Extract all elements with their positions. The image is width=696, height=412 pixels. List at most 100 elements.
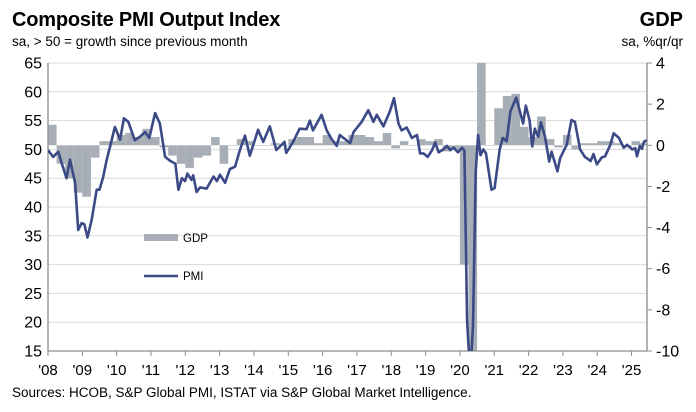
- gdp-bar: [365, 137, 375, 146]
- left-tick-label: 55: [24, 113, 42, 130]
- gdp-bars: [48, 63, 647, 351]
- gdp-bar: [108, 141, 117, 146]
- gdp-bar: [399, 141, 409, 146]
- left-tick-label: 65: [24, 56, 42, 73]
- pmi-line: [48, 96, 647, 351]
- gdp-bar: [185, 145, 194, 168]
- gdp-bar: [253, 145, 263, 146]
- x-tick-label: '19: [416, 362, 436, 379]
- gdp-bar: [133, 137, 143, 146]
- left-tick-label: 60: [24, 84, 42, 101]
- left-tick-label: 35: [24, 228, 42, 245]
- gdp-bar: [545, 139, 555, 146]
- right-tick-label: -8: [656, 302, 670, 319]
- left-axis-subtitle: sa, > 50 = growth since previous month: [12, 34, 248, 49]
- legend-gdp-label: GDP: [183, 233, 208, 245]
- right-tick-label: 4: [656, 56, 665, 73]
- legend: GDP PMI: [144, 233, 208, 283]
- x-tick-label: '24: [587, 362, 607, 379]
- gdp-bar: [597, 141, 606, 146]
- x-tick-label: '21: [484, 362, 504, 379]
- x-tick-label: '09: [73, 362, 93, 379]
- x-tick-label: '12: [176, 362, 196, 379]
- gdp-bar: [322, 135, 332, 146]
- right-axis-title: GDP: [639, 9, 683, 31]
- gdp-bar: [211, 137, 220, 146]
- gdp-bar: [502, 95, 512, 146]
- gdp-bar: [228, 145, 237, 146]
- left-tick-label: 15: [24, 344, 42, 361]
- gdp-bar: [56, 145, 66, 164]
- gdp-bar: [442, 145, 452, 152]
- gdp-bar: [296, 137, 306, 146]
- x-tick-label: '10: [107, 362, 127, 379]
- gdp-bar: [125, 132, 134, 146]
- gdp-bar: [408, 145, 418, 146]
- gdp-bar: [588, 143, 598, 146]
- gdp-bar: [631, 141, 641, 146]
- x-tick-label: '22: [519, 362, 539, 379]
- right-tick-label: -2: [656, 179, 670, 196]
- gdp-bar: [494, 108, 503, 146]
- x-tick-label: '23: [553, 362, 573, 379]
- left-tick-label: 25: [24, 286, 42, 303]
- right-tick-label: 2: [656, 97, 665, 114]
- source-note: Sources: HCOB, S&P Global PMI, ISTAT via…: [12, 385, 472, 400]
- x-tick-label: '11: [142, 362, 160, 379]
- gdp-bar: [425, 141, 435, 146]
- left-tick-label: 50: [24, 142, 42, 159]
- gdp-bar: [468, 145, 478, 351]
- gdp-bar: [434, 139, 443, 146]
- gdp-bar: [356, 135, 366, 146]
- gdp-bar: [417, 139, 426, 146]
- gdp-bar: [176, 145, 186, 164]
- gdp-bar: [219, 145, 229, 164]
- gdp-bar: [580, 143, 589, 146]
- gdp-bar: [202, 145, 212, 156]
- gdp-bar: [142, 128, 151, 146]
- gdp-bar: [382, 132, 392, 146]
- right-tick-label: -4: [656, 220, 670, 237]
- gdp-bar: [348, 135, 357, 146]
- gdp-bar: [477, 63, 486, 146]
- gdp-bar: [82, 145, 91, 197]
- gdp-bar: [73, 145, 83, 193]
- gdp-bar: [511, 93, 520, 146]
- legend-gdp-swatch: [144, 234, 178, 241]
- gdp-bar: [571, 145, 581, 150]
- x-tick-label: '13: [210, 362, 230, 379]
- gdp-bar: [339, 141, 349, 146]
- x-tick-label: '15: [279, 362, 299, 379]
- pmi-line-group: [48, 96, 647, 351]
- gdp-bar: [48, 124, 57, 146]
- left-tick-label: 45: [24, 171, 42, 188]
- x-tick-label: '14: [244, 362, 264, 379]
- gdp-bar: [537, 116, 546, 146]
- gdp-bar: [391, 145, 400, 149]
- gdp-bar: [374, 141, 383, 146]
- left-tick-label: 20: [24, 315, 42, 332]
- x-tick-label: '18: [381, 362, 401, 379]
- gdp-bar: [150, 137, 160, 146]
- gdp-bar: [554, 145, 563, 148]
- axes: [47, 62, 652, 356]
- gdp-bar: [193, 145, 203, 158]
- legend-pmi-label: PMI: [183, 271, 203, 283]
- gdp-bar: [485, 145, 495, 146]
- right-tick-label: -10: [656, 344, 679, 361]
- x-tick-label: '17: [347, 362, 367, 379]
- gdp-bar: [451, 145, 460, 150]
- chart-title: Composite PMI Output Index: [12, 9, 281, 31]
- gdp-bar: [99, 141, 109, 146]
- gdp-bar: [262, 145, 272, 146]
- gdp-bar: [314, 143, 323, 146]
- x-tick-label: '25: [622, 362, 642, 379]
- gdp-bar: [90, 145, 100, 158]
- gdp-bar: [305, 137, 315, 146]
- gdp-bar: [168, 145, 177, 156]
- gridlines: [48, 62, 647, 323]
- x-tick-label: '16: [313, 362, 333, 379]
- gdp-bar: [245, 141, 254, 146]
